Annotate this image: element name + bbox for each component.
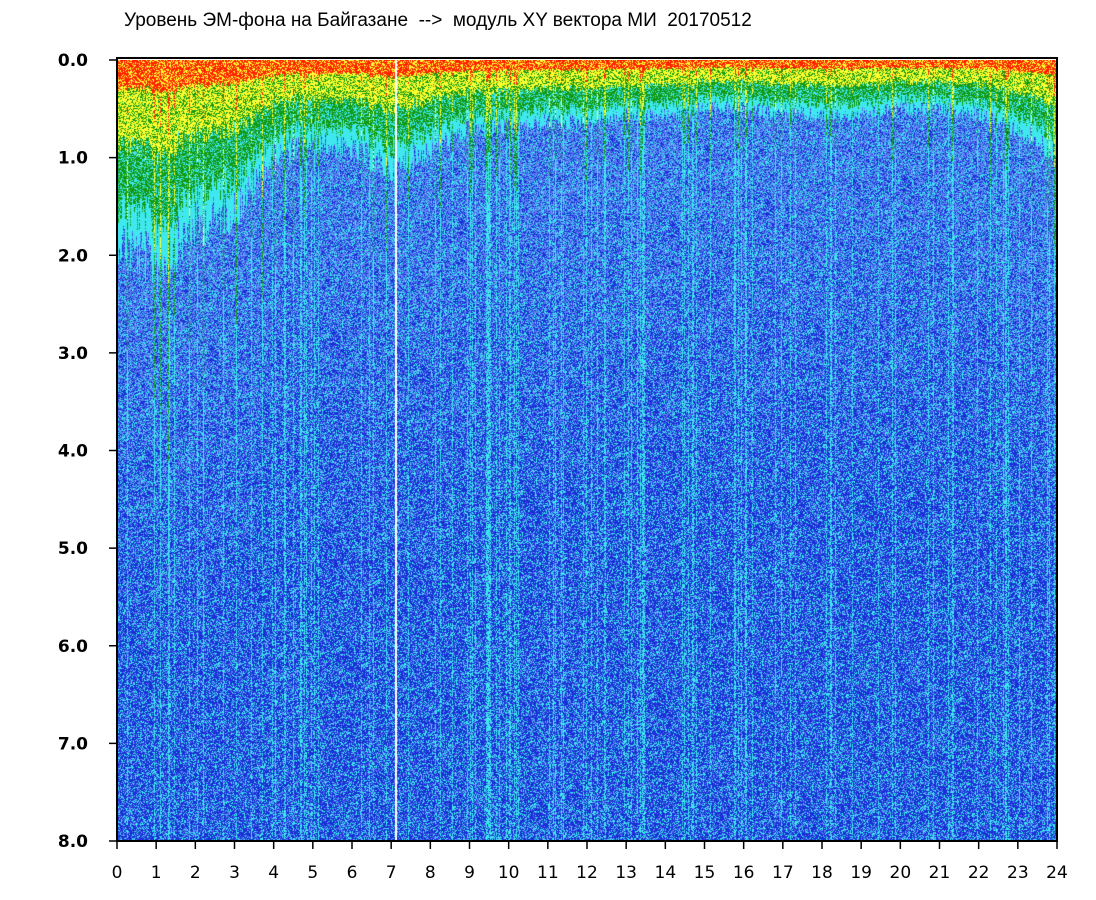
y-tick-label: 3.0 xyxy=(58,344,88,364)
chart-title: Уровень ЭМ-фона на Байгазане --> модуль … xyxy=(124,10,752,31)
y-tick-label: 4.0 xyxy=(58,442,88,462)
x-tick-label: 19 xyxy=(850,863,872,883)
x-tick-label: 22 xyxy=(968,863,990,883)
plot-area xyxy=(117,60,1057,841)
x-tick-label: 5 xyxy=(307,863,318,883)
x-tick-label: 15 xyxy=(694,863,716,883)
x-tick-label: 2 xyxy=(190,863,201,883)
x-tick-label: 10 xyxy=(498,863,520,883)
y-tick-label: 8.0 xyxy=(58,832,88,852)
y-tick-label: 5.0 xyxy=(58,539,88,559)
y-tick-label: 7.0 xyxy=(58,734,88,754)
heatmap-raster xyxy=(117,60,1057,841)
y-axis: 0.0 1.0 2.0 3.0 4.0 5.0 6.0 7.0 8.0 xyxy=(58,51,117,852)
x-tick-label: 8 xyxy=(425,863,436,883)
heatmap-canvas xyxy=(117,60,1057,841)
y-tick-label: 6.0 xyxy=(58,637,88,657)
x-tick-label: 14 xyxy=(655,863,677,883)
x-axis: 0 1 2 3 4 5 6 7 8 9 10 11 12 13 14 15 16 17 18 19 20 21 22 23 24 xyxy=(112,841,1068,883)
x-tick-label: 9 xyxy=(464,863,475,883)
x-tick-label: 21 xyxy=(929,863,951,883)
x-tick-label: 11 xyxy=(537,863,559,883)
x-tick-label: 20 xyxy=(890,863,912,883)
y-tick-label: 0.0 xyxy=(58,51,88,71)
x-tick-label: 13 xyxy=(615,863,637,883)
x-tick-label: 1 xyxy=(151,863,162,883)
x-tick-label: 3 xyxy=(229,863,240,883)
x-tick-label: 0 xyxy=(112,863,123,883)
x-tick-label: 12 xyxy=(576,863,598,883)
y-tick-label: 2.0 xyxy=(58,246,88,266)
x-tick-label: 17 xyxy=(772,863,794,883)
x-tick-label: 18 xyxy=(811,863,833,883)
x-tick-label: 6 xyxy=(347,863,358,883)
x-tick-label: 23 xyxy=(1007,863,1029,883)
y-tick-label: 1.0 xyxy=(58,149,88,169)
x-tick-label: 4 xyxy=(268,863,279,883)
x-tick-label: 16 xyxy=(733,863,755,883)
x-tick-label: 24 xyxy=(1046,863,1068,883)
x-tick-label: 7 xyxy=(386,863,397,883)
